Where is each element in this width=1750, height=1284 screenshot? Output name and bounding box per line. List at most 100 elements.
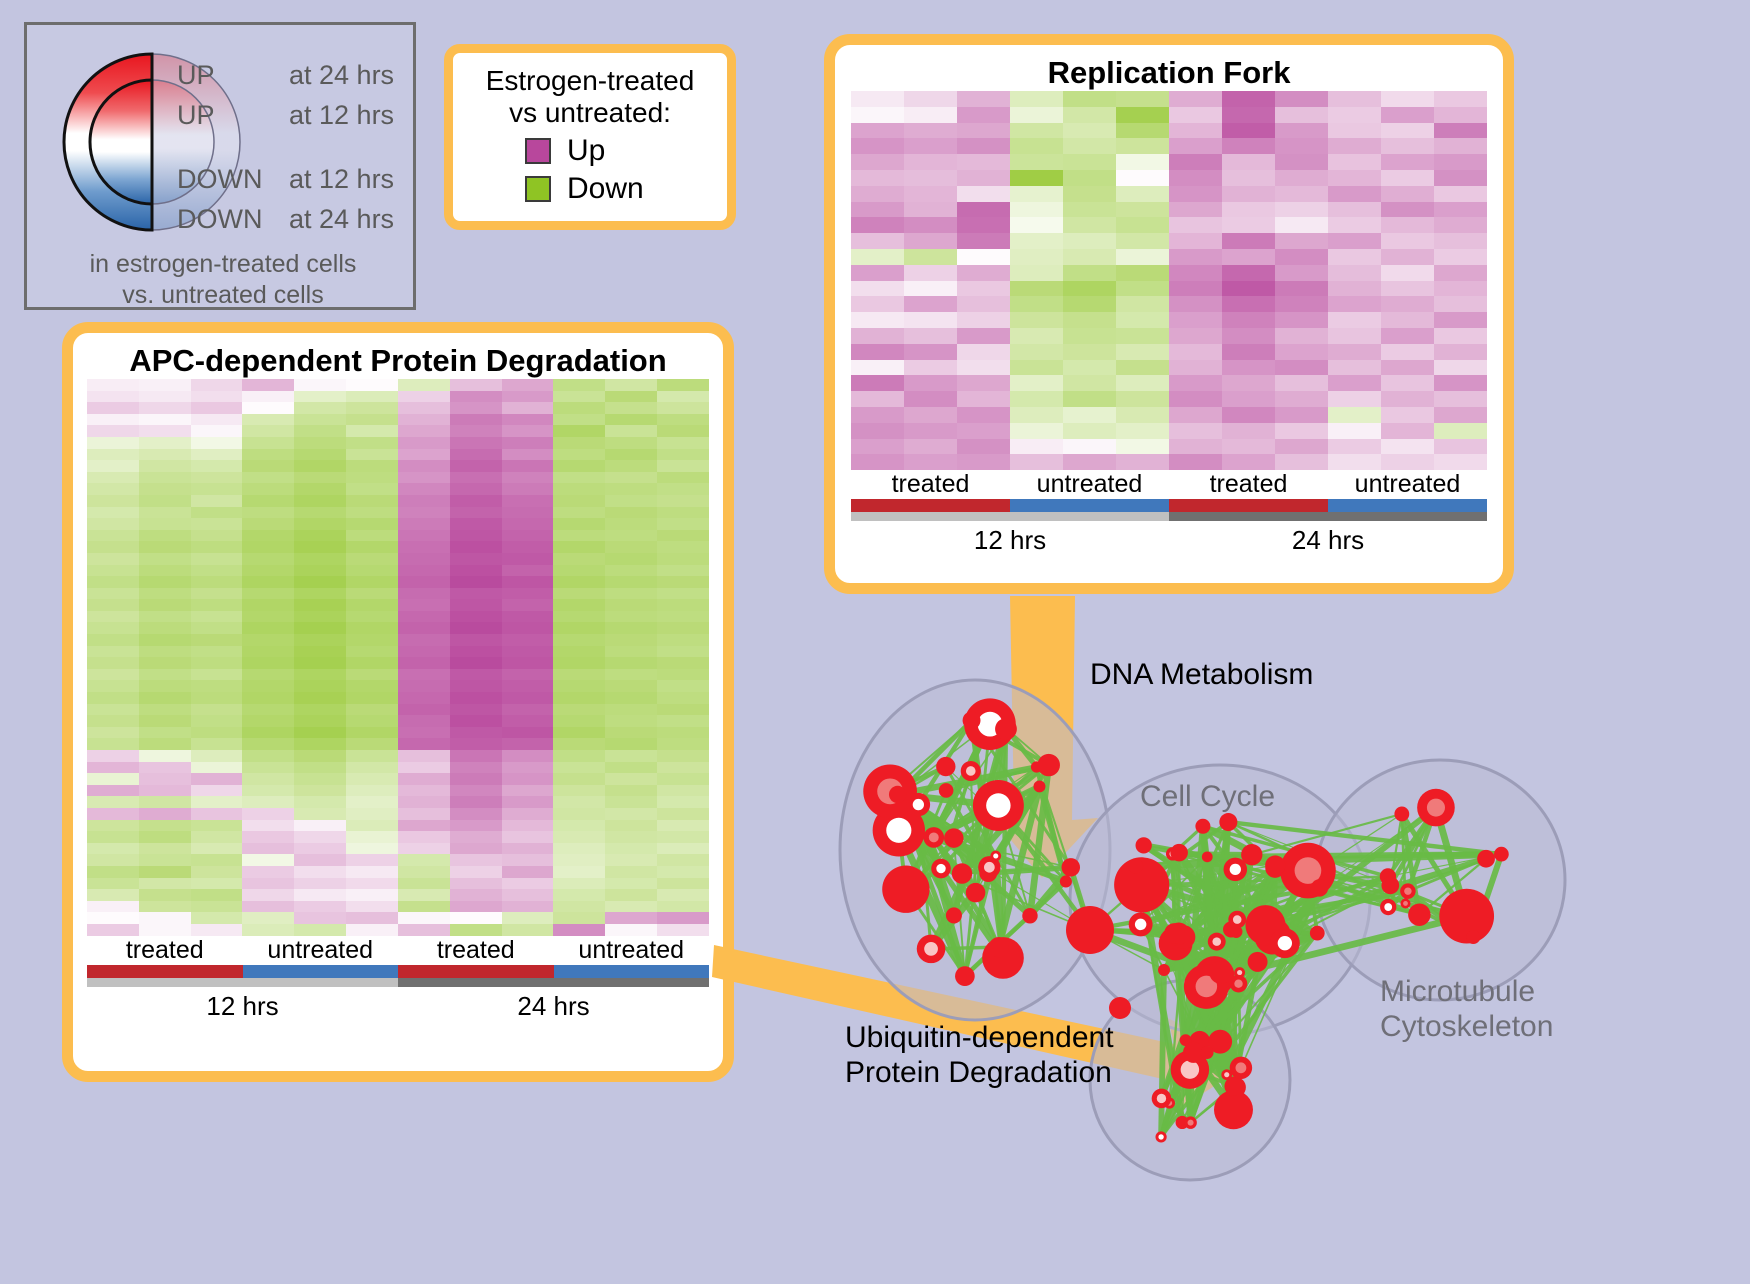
network-node[interactable] [1129,912,1153,936]
network-node[interactable] [1265,855,1285,875]
network-node[interactable] [1170,844,1188,862]
network-node[interactable] [1158,964,1170,976]
heatmap-cell [657,379,709,391]
heatmap-cell [1116,407,1169,423]
network-node[interactable] [1241,844,1262,865]
heatmap-cell [139,646,191,658]
heatmap-cell [1275,186,1328,202]
heatmap-cell [851,423,904,439]
heatmap-cell [605,924,657,936]
heatmap-cell [904,202,957,218]
network-node[interactable] [936,757,955,776]
network-node[interactable] [1494,847,1509,862]
heatmap-cell [1063,328,1116,344]
network-node[interactable] [1417,789,1455,827]
network-node[interactable] [1270,928,1300,958]
network-node[interactable] [1136,837,1152,853]
heatmap-cell [242,530,294,542]
heatmap-cell [1222,391,1275,407]
network-node[interactable] [955,966,975,986]
network-node[interactable] [946,907,962,923]
network-node[interactable] [966,883,986,903]
network-node[interactable] [1311,879,1328,896]
network-node[interactable] [1209,961,1232,984]
network-node[interactable] [1394,807,1409,822]
network-node[interactable] [917,935,946,964]
network-node[interactable] [1381,877,1399,895]
network-node[interactable] [939,783,954,798]
heatmap-cell [1328,375,1381,391]
network-node[interactable] [963,711,981,729]
heatmap-cell [191,924,243,936]
network-node[interactable] [889,786,906,803]
heatmap-cell [1169,107,1222,123]
network-node[interactable] [1248,952,1268,972]
heatmap-cell [450,565,502,577]
network-node[interactable] [1466,930,1480,944]
heatmap-cell [191,646,243,658]
heatmap-cell [191,704,243,716]
network-node[interactable] [1164,923,1185,944]
heatmap-cell [346,727,398,739]
network-node[interactable] [973,780,1024,831]
network-node[interactable] [952,863,972,883]
network-node[interactable] [990,851,1001,862]
key-time: at 12 hrs [289,164,394,195]
heatmap-cell [346,715,398,727]
network-node[interactable] [1228,911,1246,929]
network-node[interactable] [1156,1131,1167,1142]
heatmap-cell [398,831,450,843]
heatmap-cell [502,854,554,866]
heatmap-cell [904,170,957,186]
network-node[interactable] [1184,1116,1197,1129]
network-node[interactable] [1022,908,1037,923]
heatmap-cell [191,622,243,634]
heatmap-cell [605,391,657,403]
heatmap-cell [605,669,657,681]
time-bar-segment [87,978,398,987]
network-node[interactable] [1477,850,1495,868]
network-node[interactable] [882,866,929,913]
heatmap-cell [87,483,139,495]
network-node[interactable] [1224,1077,1243,1096]
network-node[interactable] [1408,904,1430,926]
network-node[interactable] [1037,754,1059,776]
network-node[interactable] [1109,997,1131,1019]
heatmap-cell [1222,328,1275,344]
network-node[interactable] [1208,933,1226,951]
heatmap-cell [139,808,191,820]
network-node[interactable] [1152,1089,1172,1109]
network-node[interactable] [961,761,981,781]
network-node[interactable] [1310,926,1325,941]
heatmap-cell [294,878,346,890]
network-node[interactable] [1128,859,1143,874]
heatmap-cell [139,379,191,391]
heatmap-cell [294,518,346,530]
heatmap-cell [1434,439,1487,455]
network-node[interactable] [1201,1046,1214,1059]
network-node[interactable] [907,793,931,817]
network-node[interactable] [1202,851,1213,862]
network-node[interactable] [1400,883,1416,899]
network-node[interactable] [1400,898,1410,908]
network-node[interactable] [989,937,1009,957]
heatmap-cell [1381,296,1434,312]
heatmap-cell [605,843,657,855]
network-node[interactable] [1195,819,1210,834]
network-node[interactable] [1062,858,1081,877]
network-node[interactable] [1230,1057,1252,1079]
network-node[interactable] [1219,813,1237,831]
heatmap-cell [1116,439,1169,455]
heatmap-cell [1169,91,1222,107]
network-node[interactable] [923,827,944,848]
network-node[interactable] [1033,780,1045,792]
network-node[interactable] [1060,875,1072,887]
network-node[interactable] [944,828,964,848]
network-node[interactable] [931,859,951,879]
heatmap-cell [657,576,709,588]
network-node[interactable] [1380,899,1396,915]
heatmap-cell [1169,186,1222,202]
network-node[interactable] [995,718,1017,740]
network-node[interactable] [1230,975,1248,993]
network-node[interactable] [1066,906,1114,954]
